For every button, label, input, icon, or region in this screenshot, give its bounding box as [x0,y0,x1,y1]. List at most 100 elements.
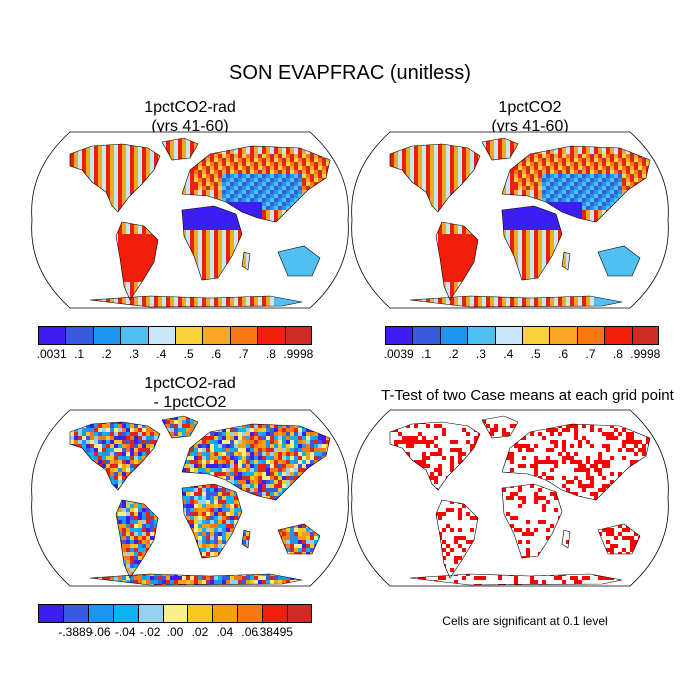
significance-note: Cells are significant at 0.1 level [442,614,608,628]
colorbar-swatch [174,326,203,345]
colorbar-swatch [212,604,238,623]
colorbar-swatch [92,326,121,345]
colorbar-swatch [284,326,312,345]
coastline-samerica [435,221,479,301]
colorbar-tick-label: .4 [503,347,514,361]
coastline-greenland [161,415,199,439]
panel-2-title-line1: 1pctCO2 [498,99,562,116]
colorbar-swatch [287,604,312,623]
coastline-greenland [161,137,199,161]
colorbar-tick-label: .5 [530,347,541,361]
coastline-samerica [115,221,159,301]
colorbar-tick-label: .2 [101,347,112,361]
colorbar-swatch [38,604,63,623]
panel-4-title: T-Test of two Case means at each grid po… [355,386,700,405]
colorbar-tick-label: .0039 [383,347,414,361]
panel-3-title: 1pctCO2-rad - 1pctCO2 [30,374,350,412]
panel-4-title-line1: T-Test of two Case means at each grid po… [381,387,674,404]
colorbar-tick-label: .0031 [36,347,67,361]
colorbar-swatch [412,326,440,345]
colorbar-tick-label: .3 [128,347,139,361]
coastline-eurasia [181,423,331,501]
colorbar-tick-label: .1 [74,347,85,361]
coastline-eurasia [501,423,651,501]
map-panel-4 [351,409,669,587]
panel-2-title: 1pctCO2 (yrs 41-60) [370,98,690,136]
map-panel-3 [31,409,349,587]
colorbar-1 [38,326,312,345]
colorbar-swatch [521,326,550,345]
coastline-eurasia [501,145,651,223]
map-panel-2 [351,131,669,309]
coastline-namerica [389,143,481,213]
colorbar-tick-label: .1 [421,347,432,361]
colorbar-swatch [262,604,288,623]
colorbar-tick-label: .7 [238,347,249,361]
coastline-antarctica [409,573,623,586]
coastline-australia [277,245,321,277]
panel-1-title: 1pctCO2-rad (yrs 41-60) [30,98,350,136]
colorbar-tick-label: .02 [191,625,209,639]
panel-3-title-line2: - 1pctCO2 [153,394,227,411]
colorbar-swatch [257,326,285,345]
coastline-samerica [115,499,159,579]
colorbar-swatch [147,326,175,345]
coastline-namerica [69,143,161,213]
colorbar-tick-label: .8 [265,347,276,361]
colorbar-tick-label: .6 [211,347,222,361]
colorbar-swatch [549,326,577,345]
coastline-antarctica [409,295,623,308]
coastline-australia [277,523,321,555]
colorbar-3-labels: -.3889 -.06 -.04 -.02 .00 .02 .04 .06.38495 [38,625,312,641]
coastline-eurasia [181,145,331,223]
colorbar-swatch [467,326,495,345]
colorbar-swatch [38,326,66,345]
colorbar-2 [385,326,659,345]
colorbar-swatch [439,326,468,345]
coastline-africa [181,205,243,281]
colorbar-tick-label: .6 [558,347,569,361]
colorbar-tick-label: .00 [166,625,184,639]
colorbar-tick-label: .5 [183,347,194,361]
colorbar-tick-label: -.3889 [58,625,93,639]
coastline-africa [181,483,243,559]
colorbar-tick-label: -.02 [139,625,161,639]
colorbar-swatch [576,326,605,345]
coastline-greenland [481,137,519,161]
colorbar-swatch [112,604,138,623]
colorbar-2-labels: .0039 .1 .2 .3 .4 .5 .6 .7 .8 .9998 [383,347,661,363]
colorbar-1-labels: .0031 .1 .2 .3 .4 .5 .6 .7 .8 .9998 [36,347,314,363]
colorbar-swatch [62,604,88,623]
coastline-australia [597,245,641,277]
colorbar-swatch [162,604,188,623]
coastline-namerica [69,421,161,491]
main-title: SON EVAPFRAC (unitless) [229,62,471,84]
colorbar-swatch [604,326,632,345]
colorbar-tick-label: .4 [156,347,167,361]
colorbar-swatch [120,326,148,345]
colorbar-tick-label: .9998 [283,347,314,361]
colorbar-swatch [187,604,213,623]
colorbar-swatch [385,326,413,345]
colorbar-swatch [237,604,263,623]
coastline-madagascar [241,529,251,549]
coastline-australia [597,523,641,555]
colorbar-swatch [631,326,659,345]
colorbar-swatch [202,326,230,345]
colorbar-swatch [87,604,113,623]
colorbar-tick-label: -.04 [114,625,136,639]
colorbar-tick-label: .04 [216,625,234,639]
coastline-samerica [435,499,479,579]
colorbar-tick-label: .06 [241,625,259,639]
colorbar-tick-label: .7 [585,347,596,361]
panel-3-title-line1: 1pctCO2-rad [144,375,236,392]
coastline-antarctica [89,573,303,586]
panel-1-title-line1: 1pctCO2-rad [144,99,236,116]
colorbar-tick-label: .2 [448,347,459,361]
colorbar-3 [38,604,312,623]
coastline-madagascar [561,251,571,271]
coastline-greenland [481,415,519,439]
panel-1-title-line2: (yrs 41-60) [151,118,229,135]
colorbar-swatch [137,604,163,623]
coastline-namerica [389,421,481,491]
